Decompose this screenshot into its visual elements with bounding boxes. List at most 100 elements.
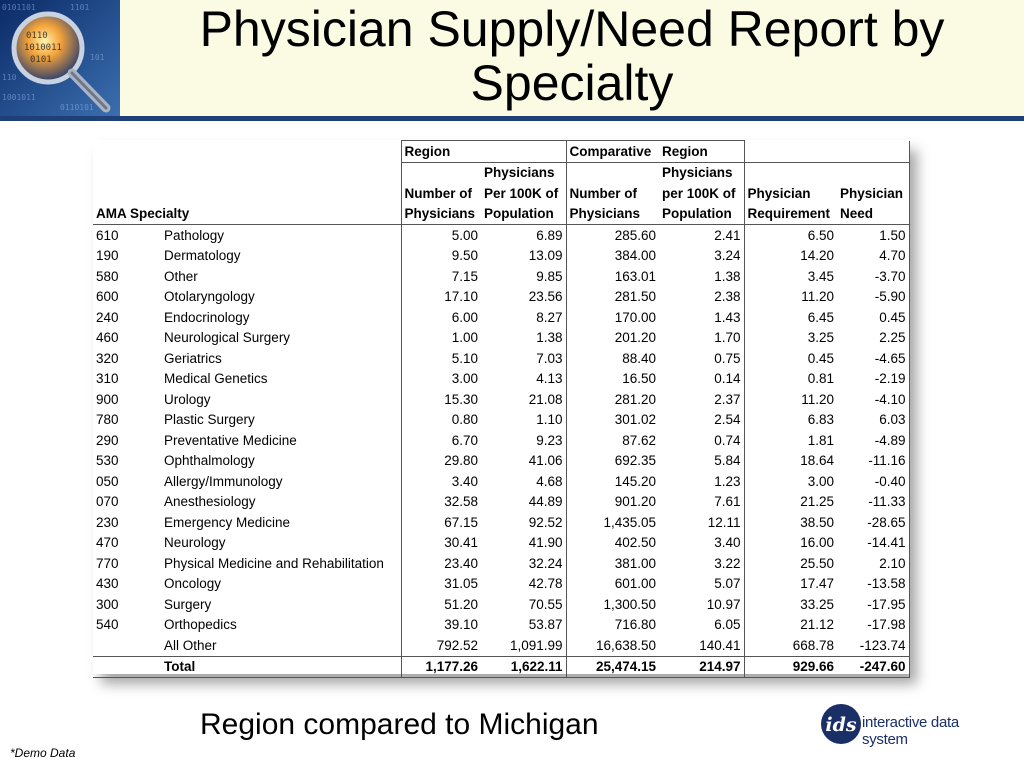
- cell-cmp-per100k: 5.84: [659, 450, 745, 471]
- total-cell-cmp-per100k: 214.97: [659, 655, 745, 678]
- total-cell-cmp-num-physicians: 25,474.15: [566, 655, 659, 678]
- cell-need: -11.33: [837, 491, 910, 512]
- cell-per100k: 1,091.99: [481, 635, 567, 656]
- binary-magnifier-logo-icon: 0101101 1101 1001011 0110101 101 110 0110 10…: [0, 0, 120, 116]
- cell-need: 0.45: [837, 307, 910, 328]
- cell-specialty: Other: [161, 266, 402, 287]
- table-row: 460 Neurological Surgery 1.00 1.38 201.20 1.7…: [93, 327, 910, 348]
- cell-per100k: 21.08: [481, 389, 567, 410]
- cell-requirement: 6.45: [807, 309, 834, 325]
- cell-cmp-per100k: 7.61: [659, 491, 745, 512]
- table-row: 320 Geriatrics 5.10 7.03 88.40 0.75 0.45 -4.65: [93, 348, 910, 369]
- header-band: [0, 0, 1024, 116]
- col-header-ama-specialty: AMA Specialty: [93, 203, 402, 225]
- cell-cmp-per100k: 3.22: [659, 553, 745, 574]
- cell-cmp-per100k: 10.97: [659, 594, 745, 615]
- cell-num-physicians: 51.20: [444, 596, 478, 612]
- cell-specialty: Urology: [161, 389, 402, 410]
- cell-requirement: 18.64: [800, 453, 834, 469]
- cell-num-physicians: 31.05: [444, 576, 478, 592]
- col-header-num-line1: Number of: [401, 183, 481, 204]
- cell-num-physicians: 5.00: [451, 227, 478, 243]
- cell-specialty: Allergy/Immunology: [161, 471, 402, 492]
- cell-need: 4.70: [837, 245, 910, 266]
- cell-cmp-per100k: 5.07: [659, 573, 745, 594]
- cell-num-physicians: 23.40: [444, 555, 478, 571]
- svg-text:ids: ids: [825, 714, 857, 736]
- cell-requirement: 21.12: [800, 617, 834, 633]
- cell-num-physicians: 7.15: [451, 268, 478, 284]
- table-row: 070 Anesthesiology 32.58 44.89 901.20 7.61 21.…: [93, 491, 910, 512]
- cell-code: 470: [96, 535, 119, 551]
- cell-cmp-num-physicians: 16.50: [622, 371, 656, 387]
- cell-specialty: Dermatology: [161, 245, 402, 266]
- cell-cmp-num-physicians: 281.20: [614, 391, 656, 407]
- cell-need: 6.03: [837, 409, 910, 430]
- table-row: 600 Otolaryngology 17.10 23.56 281.50 2.38 11.…: [93, 286, 910, 307]
- cell-code: 770: [96, 555, 119, 571]
- header-row-1: Physicians Physicians: [93, 162, 910, 183]
- cell-need: 2.10: [837, 553, 910, 574]
- cell-requirement: 0.81: [807, 371, 834, 387]
- cell-per100k: 6.89: [481, 224, 567, 246]
- cell-specialty: Neurology: [161, 532, 402, 553]
- cell-cmp-per100k: 1.70: [659, 327, 745, 348]
- cell-specialty: Otolaryngology: [161, 286, 402, 307]
- cell-cmp-per100k: 140.41: [659, 635, 745, 656]
- col-header-need-line1: Physician: [837, 183, 910, 204]
- table-row: 050 Allergy/Immunology 3.40 4.68 145.20 1.23 3…: [93, 471, 910, 492]
- col-header-cmp-num-line1: Number of: [566, 183, 659, 204]
- cell-cmp-per100k: 3.24: [659, 245, 745, 266]
- cell-specialty: Orthopedics: [161, 614, 402, 635]
- cell-need: -2.19: [837, 368, 910, 389]
- cell-per100k: 41.90: [481, 532, 567, 553]
- cell-specialty: Physical Medicine and Rehabilitation: [161, 553, 402, 574]
- cell-requirement: 3.45: [807, 268, 834, 284]
- cell-requirement: 11.20: [801, 289, 834, 305]
- cell-code: 310: [96, 371, 119, 387]
- cell-cmp-num-physicians: 145.20: [614, 473, 656, 489]
- col-header-requirement-line1: Physician: [744, 183, 837, 204]
- cell-specialty: Anesthesiology: [161, 491, 402, 512]
- cell-cmp-num-physicians: 692.35: [614, 453, 656, 469]
- col-header-cmp-per100k-line3: Population: [659, 203, 745, 225]
- cell-need: -13.58: [837, 573, 910, 594]
- cell-per100k: 7.03: [481, 348, 567, 369]
- cell-code: 230: [96, 514, 119, 530]
- cell-specialty: Plastic Surgery: [161, 409, 402, 430]
- header-row-groups: Region Comparative Region: [93, 140, 910, 163]
- svg-text:0101101: 0101101: [2, 3, 36, 12]
- cell-need: -28.65: [837, 512, 910, 533]
- cell-need: -0.40: [837, 471, 910, 492]
- cell-code: 530: [96, 453, 119, 469]
- cell-cmp-per100k: 2.37: [659, 389, 745, 410]
- cell-requirement: 668.78: [792, 637, 834, 653]
- cell-code: 240: [96, 309, 119, 325]
- cell-cmp-num-physicians: 1,300.50: [603, 596, 656, 612]
- cell-code: 900: [96, 391, 119, 407]
- table-row: 470 Neurology 30.41 41.90 402.50 3.40 16.00 -14…: [93, 532, 910, 553]
- col-header-cmp-num-line2: Physicians: [566, 203, 659, 225]
- cell-requirement: 11.20: [801, 391, 834, 407]
- cell-need: -123.74: [837, 635, 910, 656]
- cell-cmp-per100k: 6.05: [659, 614, 745, 635]
- cell-per100k: 1.10: [481, 409, 567, 430]
- table-row: 300 Surgery 51.20 70.55 1,300.50 10.97 33.25 -1…: [93, 594, 910, 615]
- cell-requirement: 14.20: [800, 248, 834, 264]
- group-header-comparative: Comparative: [566, 140, 659, 163]
- cell-cmp-per100k: 2.38: [659, 286, 745, 307]
- total-row: Total 1,177.26 1,622.11 25,474.15 214.97 929.…: [93, 655, 910, 678]
- cell-requirement: 0.45: [807, 350, 834, 366]
- cell-cmp-per100k: 0.74: [659, 430, 745, 451]
- cell-per100k: 8.27: [481, 307, 567, 328]
- cell-code: 460: [96, 330, 119, 346]
- cell-code: 540: [96, 617, 119, 633]
- slide-caption: Region compared to Michigan: [200, 708, 599, 741]
- total-cell-need: -247.60: [837, 655, 910, 678]
- cell-code: 190: [96, 248, 119, 264]
- cell-per100k: 53.87: [481, 614, 567, 635]
- cell-per100k: 70.55: [481, 594, 567, 615]
- cell-need: -14.41: [837, 532, 910, 553]
- cell-cmp-num-physicians: 201.20: [614, 330, 656, 346]
- total-cell-requirement: 929.66: [744, 655, 837, 678]
